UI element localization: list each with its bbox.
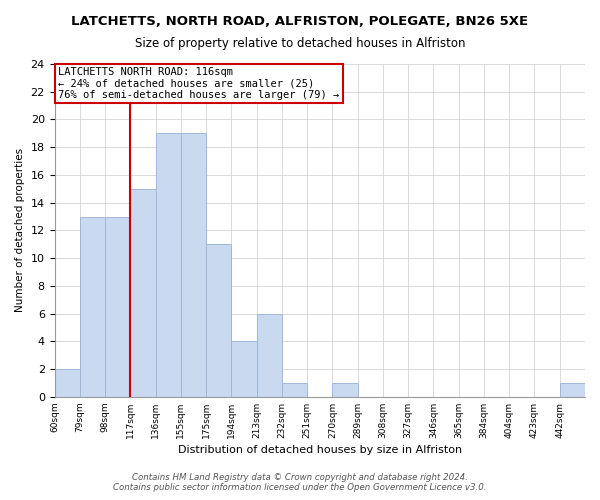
Bar xyxy=(155,134,181,397)
Bar xyxy=(80,216,105,397)
Bar xyxy=(282,383,307,397)
Y-axis label: Number of detached properties: Number of detached properties xyxy=(15,148,25,312)
Bar xyxy=(130,189,155,397)
Bar xyxy=(232,342,257,397)
X-axis label: Distribution of detached houses by size in Alfriston: Distribution of detached houses by size … xyxy=(178,445,462,455)
Bar xyxy=(55,369,80,397)
Bar xyxy=(181,134,206,397)
Text: LATCHETTS, NORTH ROAD, ALFRISTON, POLEGATE, BN26 5XE: LATCHETTS, NORTH ROAD, ALFRISTON, POLEGA… xyxy=(71,15,529,28)
Bar xyxy=(560,383,585,397)
Text: Size of property relative to detached houses in Alfriston: Size of property relative to detached ho… xyxy=(135,38,465,51)
Bar xyxy=(257,314,282,397)
Bar xyxy=(206,244,232,397)
Bar xyxy=(332,383,358,397)
Text: Contains HM Land Registry data © Crown copyright and database right 2024.
Contai: Contains HM Land Registry data © Crown c… xyxy=(113,473,487,492)
Bar xyxy=(105,216,130,397)
Text: LATCHETTS NORTH ROAD: 116sqm
← 24% of detached houses are smaller (25)
76% of se: LATCHETTS NORTH ROAD: 116sqm ← 24% of de… xyxy=(58,67,340,100)
